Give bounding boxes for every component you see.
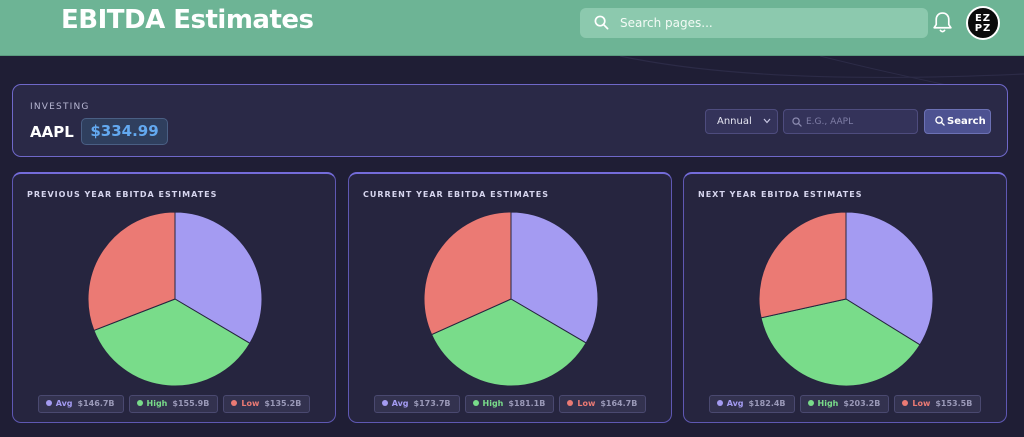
chart-legend: Avg $146.7B High $155.9B Low $135.2B xyxy=(13,395,335,413)
legend-item-avg[interactable]: Avg $173.7B xyxy=(373,395,460,413)
pie-slice-low[interactable] xyxy=(423,211,512,336)
legend-label: High xyxy=(146,399,168,408)
search-button-label: Search xyxy=(947,116,986,127)
price-badge: $334.99 xyxy=(81,118,168,145)
legend-label: Low xyxy=(577,399,596,408)
ticker-input[interactable] xyxy=(806,110,914,133)
legend-item-low[interactable]: Low $164.7B xyxy=(559,395,647,413)
pie-slice-high[interactable] xyxy=(93,298,251,387)
legend-label: Avg xyxy=(391,399,409,408)
card-title: CURRENT YEAR EBITDA ESTIMATES xyxy=(363,190,549,199)
legend-dot xyxy=(902,400,909,406)
chart-legend: Avg $173.7B High $181.1B Low $164.7B xyxy=(349,395,671,413)
legend-value: $155.9B xyxy=(172,399,210,408)
search-icon xyxy=(792,117,802,127)
legend-item-avg[interactable]: Avg $182.4B xyxy=(708,395,795,413)
legend-item-low[interactable]: Low $153.5B xyxy=(894,395,982,413)
legend-item-high[interactable]: High $181.1B xyxy=(464,395,555,413)
card-title: NEXT YEAR EBITDA ESTIMATES xyxy=(698,190,863,199)
legend-item-high[interactable]: High $155.9B xyxy=(128,395,219,413)
pie-chart xyxy=(758,211,934,387)
legend-dot xyxy=(136,400,143,406)
legend-dot xyxy=(472,400,479,406)
ticker-symbol: AAPL xyxy=(30,123,74,141)
previous-year-card: PREVIOUS YEAR EBITDA ESTIMATES Avg $146.7… xyxy=(12,172,336,423)
legend-value: $181.1B xyxy=(508,399,546,408)
search-button[interactable]: Search xyxy=(924,109,991,134)
ticker-field[interactable] xyxy=(783,109,918,134)
legend-value: $164.7B xyxy=(600,399,638,408)
bell-icon[interactable] xyxy=(932,11,953,34)
legend-item-low[interactable]: Low $135.2B xyxy=(223,395,311,413)
chart-legend: Avg $182.4B High $203.2B Low $153.5B xyxy=(684,395,1006,413)
legend-dot xyxy=(716,400,723,406)
chevron-down-icon xyxy=(763,118,771,124)
legend-dot xyxy=(381,400,388,406)
legend-label: Low xyxy=(241,399,260,408)
pie-slice-avg[interactable] xyxy=(174,211,263,345)
legend-dot xyxy=(231,400,238,406)
page-title: EBITDA Estimates xyxy=(61,5,314,35)
legend-item-high[interactable]: High $203.2B xyxy=(799,395,890,413)
legend-value: $153.5B xyxy=(935,399,973,408)
legend-item-avg[interactable]: Avg $146.7B xyxy=(37,395,124,413)
pie-slice-low[interactable] xyxy=(758,211,847,319)
legend-value: $203.2B xyxy=(843,399,881,408)
section-label: INVESTING xyxy=(30,102,90,112)
page-search[interactable] xyxy=(580,8,928,38)
card-title: PREVIOUS YEAR EBITDA ESTIMATES xyxy=(27,190,218,199)
search-icon xyxy=(594,15,609,30)
legend-dot xyxy=(45,400,52,406)
period-select[interactable]: Annual xyxy=(705,109,778,134)
legend-label: High xyxy=(482,399,504,408)
stock-controls-panel: INVESTING AAPL $334.99 Annual Search xyxy=(12,84,1008,157)
legend-value: $146.7B xyxy=(77,399,115,408)
legend-label: Avg xyxy=(726,399,744,408)
legend-dot xyxy=(807,400,814,406)
pie-slice-avg[interactable] xyxy=(510,211,599,344)
search-icon xyxy=(935,116,945,126)
pie-slice-high[interactable] xyxy=(430,298,587,387)
pie-slice-low[interactable] xyxy=(87,211,176,332)
legend-label: Avg xyxy=(55,399,73,408)
next-year-card: NEXT YEAR EBITDA ESTIMATES Avg $182.4B Hi… xyxy=(683,172,1007,423)
page-search-input[interactable] xyxy=(620,8,910,38)
top-bar: EBITDA Estimates EZ PZ xyxy=(0,0,1024,56)
legend-label: Low xyxy=(912,399,931,408)
legend-label: High xyxy=(817,399,839,408)
legend-value: $182.4B xyxy=(748,399,786,408)
pie-slice-high[interactable] xyxy=(760,298,921,387)
pie-chart xyxy=(87,211,263,387)
period-select-value: Annual xyxy=(717,116,752,127)
pie-slice-avg[interactable] xyxy=(845,211,934,346)
legend-value: $173.7B xyxy=(413,399,451,408)
current-year-card: CURRENT YEAR EBITDA ESTIMATES Avg $173.7B… xyxy=(348,172,672,423)
pie-chart xyxy=(423,211,599,387)
legend-value: $135.2B xyxy=(264,399,302,408)
legend-dot xyxy=(567,400,574,406)
avatar[interactable]: EZ PZ xyxy=(966,6,1000,40)
